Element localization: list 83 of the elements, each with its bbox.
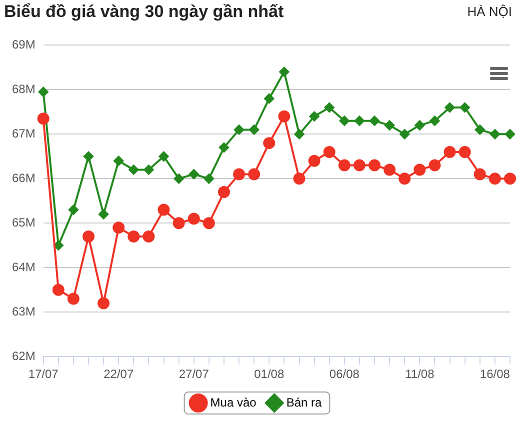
x-tick-label: 27/07: [178, 367, 210, 382]
point: [158, 204, 170, 216]
x-tick-label: 17/07: [28, 367, 59, 382]
point: [490, 129, 500, 140]
point: [339, 116, 350, 126]
point: [293, 172, 306, 185]
point: [204, 174, 214, 184]
point: [202, 217, 215, 230]
point: [338, 159, 350, 172]
point: [218, 142, 229, 153]
y-tick-label: 62M: [12, 348, 36, 363]
point: [264, 94, 274, 104]
point: [128, 164, 139, 175]
point: [82, 230, 95, 242]
point: [234, 124, 244, 135]
point: [142, 230, 155, 242]
point: [188, 169, 199, 180]
point: [114, 156, 124, 166]
point: [128, 230, 140, 242]
point: [67, 292, 80, 305]
point: [38, 86, 48, 97]
point: [174, 174, 184, 184]
point: [158, 151, 169, 162]
y-tick-label: 63M: [12, 304, 36, 318]
point: [37, 112, 50, 125]
point: [414, 164, 426, 176]
y-tick-label: 65M: [12, 215, 36, 230]
point: [370, 116, 380, 126]
point: [278, 110, 290, 122]
point: [218, 186, 230, 198]
x-tick-label: 22/07: [104, 367, 134, 382]
point: [414, 120, 425, 130]
point: [505, 129, 515, 140]
point: [52, 284, 64, 296]
legend-label: Mua vào: [210, 395, 257, 410]
point: [368, 159, 381, 172]
point: [263, 137, 276, 150]
y-tick-label: 69M: [12, 38, 36, 52]
chart-subtitle: HÀ NỘI: [467, 4, 512, 19]
point: [430, 116, 440, 126]
x-tick-label: 06/08: [329, 367, 360, 382]
point: [98, 297, 110, 310]
point: [458, 146, 471, 158]
point: [233, 168, 246, 180]
y-tick-label: 68M: [12, 82, 36, 96]
point: [309, 111, 320, 122]
point: [112, 222, 125, 234]
point: [144, 164, 154, 175]
point: [279, 66, 290, 77]
point: [248, 168, 260, 180]
point: [323, 146, 336, 158]
point: [294, 129, 304, 140]
point: [98, 209, 109, 220]
point: [354, 116, 364, 126]
y-tick-label: 66M: [12, 170, 36, 185]
point: [488, 172, 501, 185]
y-tick-label: 67M: [12, 126, 36, 140]
legend-label: Bán ra: [286, 395, 322, 410]
point: [474, 168, 486, 180]
point: [308, 154, 320, 167]
point: [68, 204, 78, 215]
point: [324, 102, 334, 112]
x-tick-label: 16/08: [480, 367, 510, 382]
x-tick-label: 01/08: [254, 367, 284, 382]
point: [474, 124, 485, 135]
y-tick-label: 64M: [12, 260, 36, 274]
point: [384, 120, 395, 130]
chart-title: Biểu đồ giá vàng 30 ngày gần nhất: [4, 2, 284, 22]
point: [428, 159, 441, 172]
point: [444, 146, 456, 158]
point: [53, 240, 64, 250]
point: [249, 124, 260, 135]
point: [172, 217, 185, 230]
point: [400, 129, 410, 140]
point: [398, 172, 411, 185]
x-tick-label: 11/08: [405, 367, 435, 382]
point: [188, 212, 200, 225]
point: [444, 102, 455, 112]
point: [84, 151, 94, 162]
point: [460, 102, 470, 112]
point: [504, 172, 516, 185]
point: [384, 164, 396, 176]
point: [353, 159, 366, 172]
